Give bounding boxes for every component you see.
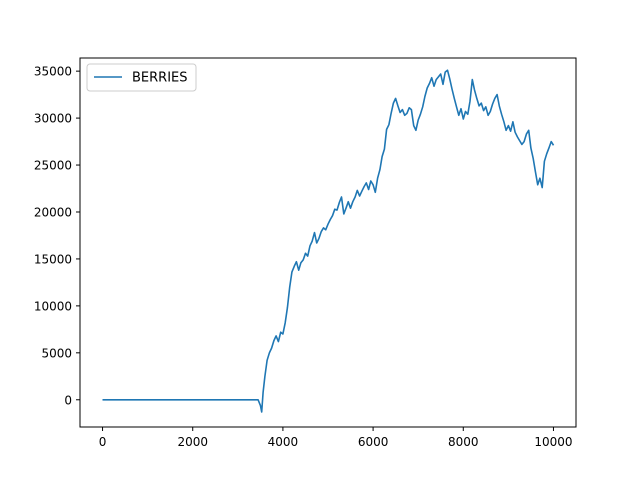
x-tick-label: 10000 bbox=[534, 435, 572, 449]
y-tick-label: 0 bbox=[64, 393, 72, 407]
x-tick-label: 2000 bbox=[177, 435, 208, 449]
series-layer bbox=[102, 69, 555, 413]
plot-frame bbox=[79, 57, 577, 428]
y-tick-label: 15000 bbox=[34, 252, 72, 266]
legend: BERRIES bbox=[86, 63, 197, 92]
y-tick-label: 5000 bbox=[41, 346, 72, 360]
legend-label: BERRIES bbox=[132, 71, 188, 86]
y-tick-label: 30000 bbox=[34, 112, 72, 126]
series-line-berries bbox=[102, 69, 555, 413]
x-tick-label: 8000 bbox=[448, 435, 479, 449]
x-axis: 0 2000 4000 6000 8000 10000 bbox=[99, 427, 573, 449]
y-tick-label: 25000 bbox=[34, 159, 72, 173]
y-tick-label: 35000 bbox=[34, 65, 72, 79]
x-tick-label: 6000 bbox=[358, 435, 389, 449]
legend-box bbox=[86, 63, 197, 92]
x-tick-label: 4000 bbox=[268, 435, 299, 449]
y-axis: 0 5000 10000 15000 20000 25000 30000 35000 bbox=[34, 65, 80, 407]
y-tick-label: 10000 bbox=[34, 299, 72, 313]
y-tick-label: 20000 bbox=[34, 205, 72, 219]
x-tick-label: 0 bbox=[99, 435, 107, 449]
plot-area bbox=[80, 58, 576, 427]
